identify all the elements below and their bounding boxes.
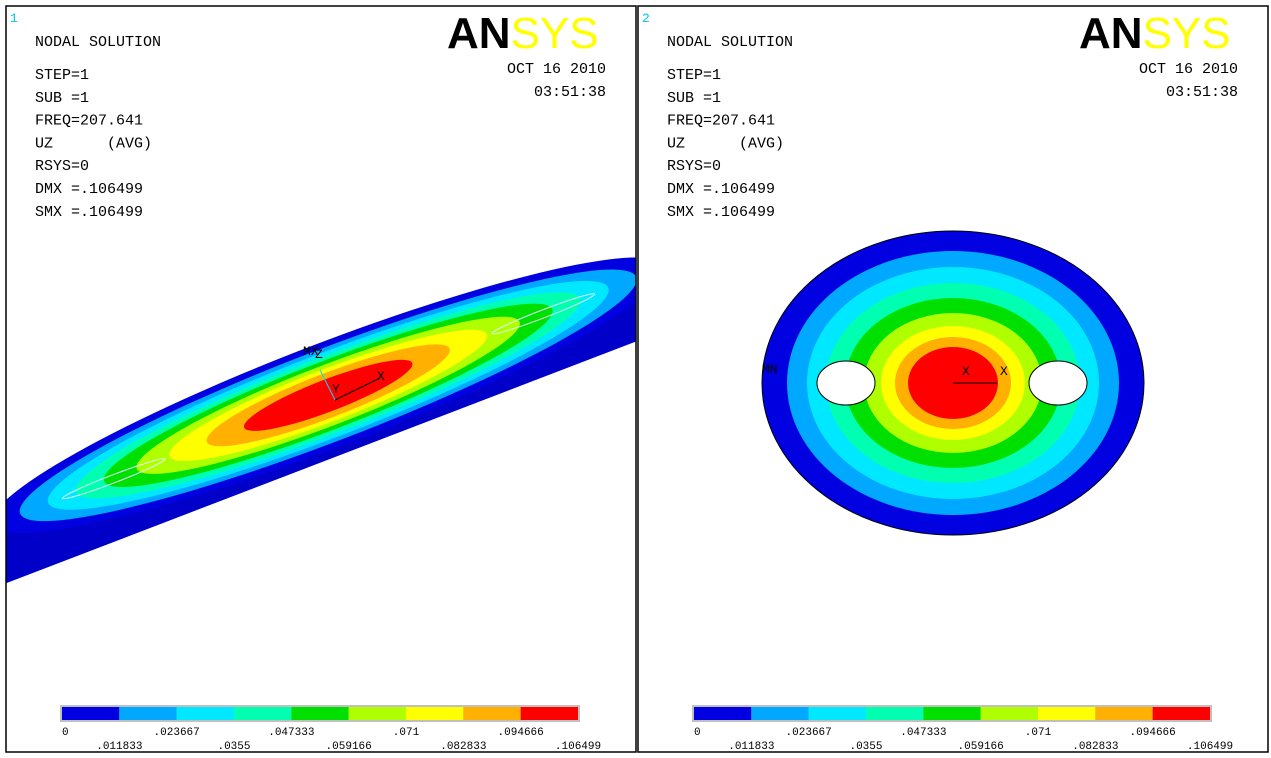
legend-label: .106499 xyxy=(1187,741,1233,753)
legend-swatch xyxy=(463,707,520,720)
marker-label: X xyxy=(962,364,970,379)
marker-label: Y xyxy=(332,382,340,397)
info-line: FREQ=207.641 xyxy=(667,113,775,130)
legend-label: .082833 xyxy=(1072,741,1118,753)
legend-label: .0355 xyxy=(849,741,882,753)
info-line: SUB =1 xyxy=(667,90,721,107)
legend-swatch xyxy=(809,707,866,720)
legend-label: .094666 xyxy=(498,727,544,739)
logo-right: SYS xyxy=(511,9,599,58)
legend-swatch xyxy=(234,707,291,720)
legend-label: .0355 xyxy=(217,741,250,753)
legend-swatch xyxy=(62,707,119,720)
legend-swatch xyxy=(981,707,1038,720)
legend-swatch xyxy=(1095,707,1152,720)
hole xyxy=(1029,361,1087,405)
legend-label: .071 xyxy=(1025,727,1052,739)
logo-left: AN xyxy=(447,9,511,58)
info-line: SUB =1 xyxy=(35,90,89,107)
info-line: RSYS=0 xyxy=(667,158,721,175)
legend-label: 0 xyxy=(62,727,69,739)
legend-swatch xyxy=(866,707,923,720)
info-line: STEP=1 xyxy=(35,67,89,84)
marker-label: Z xyxy=(315,347,323,362)
legend-label: .071 xyxy=(393,727,420,739)
legend-label: .011833 xyxy=(96,741,142,753)
legend-swatch xyxy=(694,707,751,720)
logo-right: SYS xyxy=(1143,9,1231,58)
date: OCT 16 2010 xyxy=(1139,61,1238,78)
window-number: 1 xyxy=(10,11,18,26)
window-number: 2 xyxy=(642,11,650,26)
legend-swatch xyxy=(751,707,808,720)
time: 03:51:38 xyxy=(534,84,606,101)
date: OCT 16 2010 xyxy=(507,61,606,78)
legend-label: .059166 xyxy=(326,741,372,753)
plot-title: NODAL SOLUTION xyxy=(667,34,793,51)
legend-label: .082833 xyxy=(440,741,486,753)
legend-label: .023667 xyxy=(154,727,200,739)
info-line: UZ (AVG) xyxy=(35,135,152,152)
legend-label: .011833 xyxy=(728,741,774,753)
time: 03:51:38 xyxy=(1166,84,1238,101)
marker-label: MN xyxy=(762,362,778,377)
legend-label: .094666 xyxy=(1130,727,1176,739)
marker-label: X xyxy=(377,369,385,384)
info-line: SMX =.106499 xyxy=(667,204,775,221)
legend-swatch xyxy=(119,707,176,720)
marker-label: X xyxy=(1000,364,1008,379)
legend-swatch xyxy=(521,707,578,720)
legend-swatch xyxy=(1153,707,1210,720)
plot-title: NODAL SOLUTION xyxy=(35,34,161,51)
legend-label: .106499 xyxy=(555,741,601,753)
logo: ANSYS xyxy=(1079,9,1231,58)
info-line: SMX =.106499 xyxy=(35,204,143,221)
legend-swatch xyxy=(1038,707,1095,720)
info-line: DMX =.106499 xyxy=(667,181,775,198)
legend-label: .047333 xyxy=(900,727,946,739)
hole xyxy=(817,361,875,405)
info-line: UZ (AVG) xyxy=(667,135,784,152)
legend-label: 0 xyxy=(694,727,701,739)
legend-swatch xyxy=(923,707,980,720)
logo-left: AN xyxy=(1079,9,1143,58)
info-line: STEP=1 xyxy=(667,67,721,84)
logo: ANSYS xyxy=(447,9,599,58)
legend-swatch xyxy=(291,707,348,720)
legend-swatch xyxy=(349,707,406,720)
legend-swatch xyxy=(177,707,234,720)
info-line: DMX =.106499 xyxy=(35,181,143,198)
screen: MXZYX1ANSYSNODAL SOLUTIONSTEP=1SUB =1FRE… xyxy=(0,0,1271,758)
legend-label: .059166 xyxy=(958,741,1004,753)
legend-label: .023667 xyxy=(786,727,832,739)
info-line: FREQ=207.641 xyxy=(35,113,143,130)
legend-swatch xyxy=(406,707,463,720)
legend-label: .047333 xyxy=(268,727,314,739)
info-line: RSYS=0 xyxy=(35,158,89,175)
model xyxy=(762,231,1144,535)
